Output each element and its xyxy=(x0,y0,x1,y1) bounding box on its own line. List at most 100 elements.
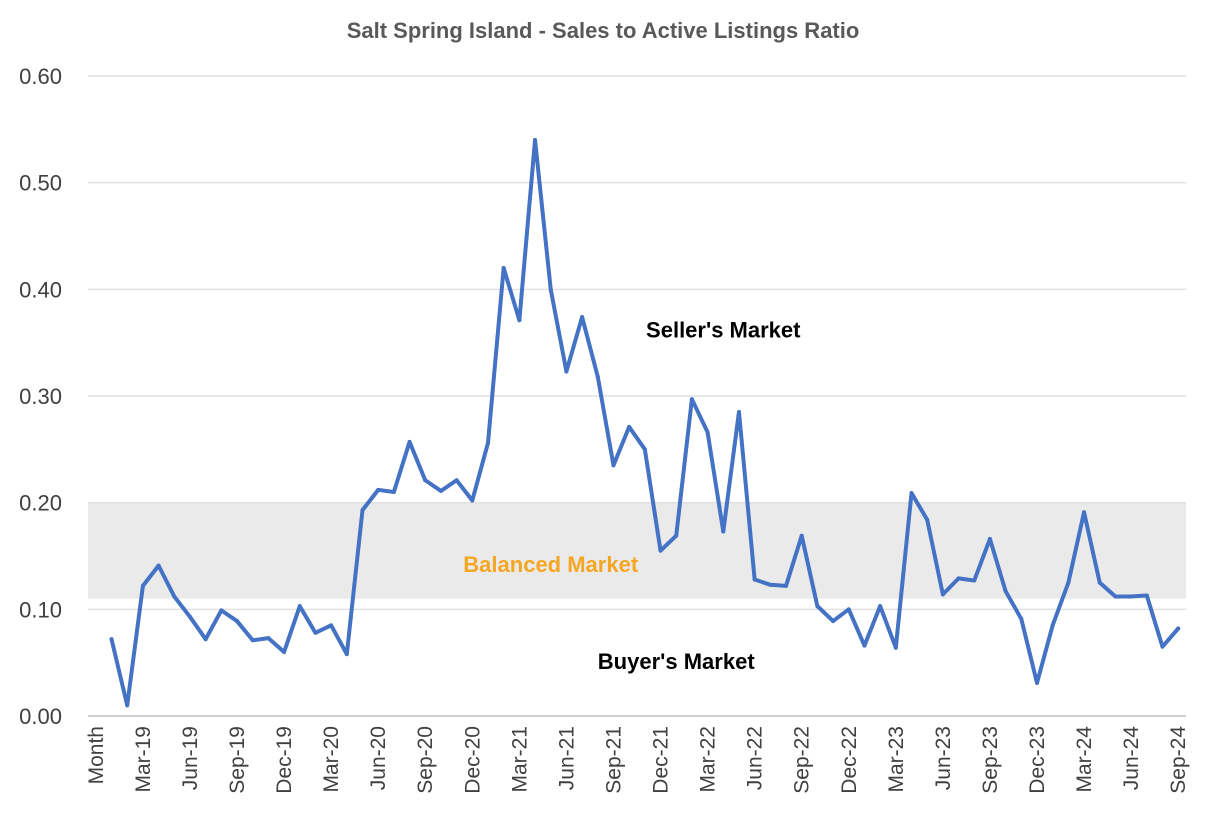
data-point xyxy=(784,583,789,588)
x-tick-label: Jun-24 xyxy=(1120,726,1143,791)
balanced-market-band xyxy=(88,502,1186,599)
x-tick-label: Jun-21 xyxy=(555,726,578,790)
data-point xyxy=(235,619,240,624)
data-point xyxy=(187,614,192,619)
data-point xyxy=(1003,589,1008,594)
x-tick-label: Sep-19 xyxy=(226,726,249,794)
data-point xyxy=(705,430,710,435)
data-point xyxy=(768,582,773,587)
x-tick-label: Jun-20 xyxy=(367,726,390,790)
data-point xyxy=(501,266,506,270)
data-point xyxy=(862,643,867,648)
x-tick-label: Jun-23 xyxy=(932,726,955,790)
data-point xyxy=(831,619,836,624)
data-point xyxy=(1066,580,1071,585)
region-annotation: Balanced Market xyxy=(463,552,639,577)
data-point xyxy=(658,548,663,553)
grid-layer xyxy=(88,75,1186,717)
data-point xyxy=(674,533,679,538)
data-point xyxy=(219,608,224,613)
data-point xyxy=(250,638,255,643)
data-point xyxy=(893,645,898,650)
x-tick-label: Sep-22 xyxy=(791,726,814,794)
data-point xyxy=(407,439,412,444)
data-point xyxy=(580,315,585,320)
x-tick-label: Sep-24 xyxy=(1167,726,1190,794)
data-point xyxy=(940,592,945,597)
x-tick-label: Mar-19 xyxy=(132,726,155,793)
x-tick-label: Sep-20 xyxy=(414,726,437,794)
x-tick-label: Dec-21 xyxy=(650,726,673,794)
data-point xyxy=(815,604,820,609)
y-tick-label: 0.30 xyxy=(19,384,62,409)
region-annotation: Buyer's Market xyxy=(598,649,756,674)
x-tick-label: Sep-21 xyxy=(602,726,625,794)
balanced-band-layer xyxy=(88,502,1186,599)
data-point xyxy=(360,508,365,513)
x-tick-label: Dec-20 xyxy=(461,726,484,794)
data-point xyxy=(611,463,616,468)
region-annotation: Seller's Market xyxy=(646,317,801,342)
data-point xyxy=(689,397,694,402)
data-point xyxy=(470,498,475,503)
data-point xyxy=(533,138,538,142)
x-tick-label: Jun-22 xyxy=(744,726,767,790)
data-point xyxy=(909,491,914,496)
data-point xyxy=(203,637,208,642)
data-point xyxy=(1129,594,1134,599)
data-point xyxy=(1113,594,1118,599)
data-point xyxy=(799,533,804,538)
data-point xyxy=(297,604,302,609)
data-point xyxy=(282,650,287,654)
x-tick-label: Sep-23 xyxy=(979,726,1002,794)
data-point xyxy=(878,604,883,609)
x-tick-label: Mar-23 xyxy=(885,726,908,793)
data-point xyxy=(987,536,992,541)
chart-title: Salt Spring Island - Sales to Active Lis… xyxy=(347,18,860,43)
data-point xyxy=(564,369,569,374)
data-point xyxy=(1160,644,1165,649)
x-tick-label: Month xyxy=(85,726,108,784)
y-tick-label: 0.20 xyxy=(19,491,62,516)
x-tick-label: Dec-23 xyxy=(1026,726,1049,794)
data-point xyxy=(376,487,381,492)
y-tick-label: 0.50 xyxy=(19,171,62,196)
y-tick-label: 0.00 xyxy=(19,704,62,729)
data-point xyxy=(344,652,349,657)
x-tick-label: Dec-19 xyxy=(273,726,296,794)
data-point xyxy=(266,636,271,641)
data-point xyxy=(1097,580,1102,585)
y-tick-label: 0.40 xyxy=(19,277,62,302)
data-point xyxy=(1034,680,1039,685)
data-point xyxy=(438,488,443,493)
x-tick-label: Dec-22 xyxy=(838,726,861,794)
data-point xyxy=(329,623,334,628)
data-point xyxy=(721,529,726,534)
data-point xyxy=(627,424,632,429)
x-tick-label: Mar-21 xyxy=(508,726,531,793)
data-point xyxy=(156,563,161,568)
x-tick-label: Mar-24 xyxy=(1073,726,1096,793)
data-point xyxy=(846,607,851,612)
x-axis-ticks: Month Mar-19 Jun-19 Sep-19 Dec-19 Mar-20 Jun-2… xyxy=(85,726,1190,794)
data-point xyxy=(736,410,741,414)
data-point xyxy=(972,578,977,583)
data-point xyxy=(517,318,522,323)
data-point xyxy=(423,478,428,483)
data-point xyxy=(925,517,930,522)
y-axis-ticks: 0.00 0.10 0.20 0.30 0.40 0.50 0.60 xyxy=(19,64,62,729)
data-point xyxy=(109,637,114,642)
x-tick-label: Mar-22 xyxy=(697,726,720,793)
data-point xyxy=(1082,510,1087,515)
data-point xyxy=(125,703,130,708)
data-point xyxy=(1050,623,1055,628)
data-point xyxy=(140,583,145,588)
data-point xyxy=(595,374,600,379)
series-layer xyxy=(109,138,1181,708)
data-point xyxy=(548,287,553,292)
data-point xyxy=(454,478,459,483)
data-point xyxy=(391,490,396,494)
annotation-layer: Seller's Market Balanced Market Buyer's Ma… xyxy=(463,317,801,674)
